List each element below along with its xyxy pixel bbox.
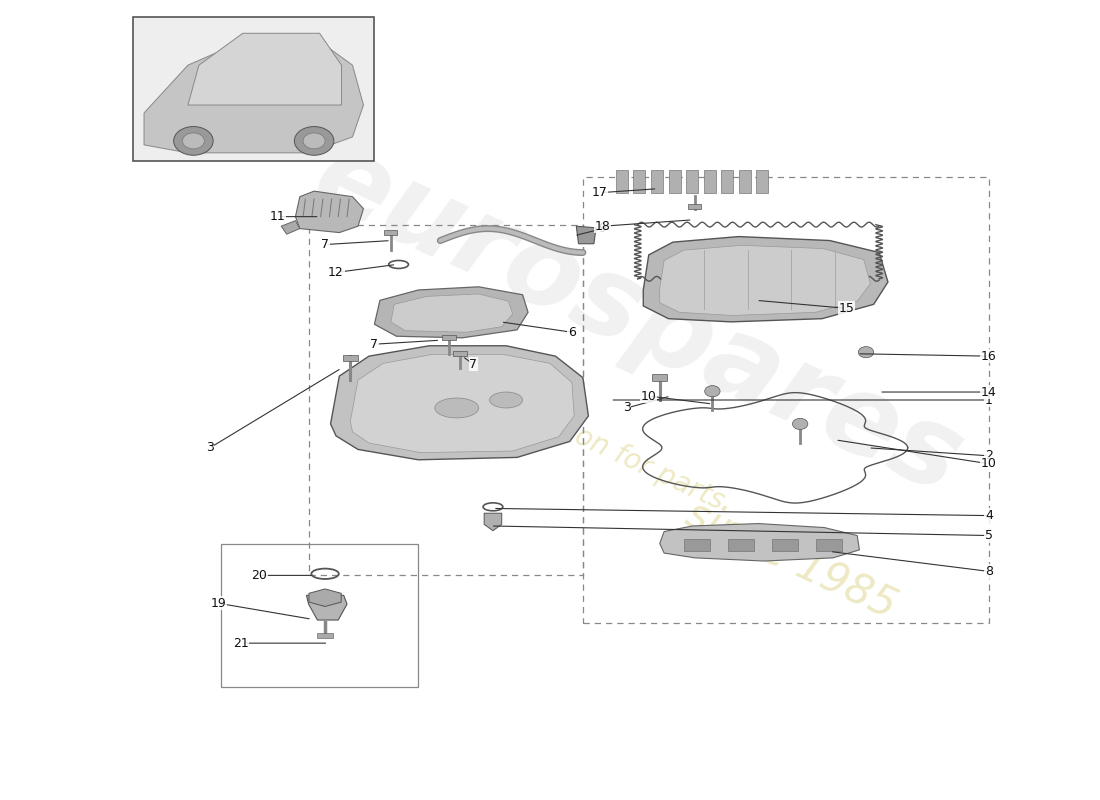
Bar (689, 204, 702, 209)
Bar (757, 170, 768, 193)
Text: 14: 14 (981, 386, 997, 398)
Circle shape (304, 133, 326, 149)
Text: a passion for parts: a passion for parts (482, 380, 728, 515)
Bar (342, 354, 358, 361)
Bar (318, 633, 332, 638)
Text: 6: 6 (568, 326, 576, 338)
Text: since 1985: since 1985 (680, 492, 903, 626)
Polygon shape (331, 346, 588, 460)
Bar (384, 230, 397, 235)
Polygon shape (188, 34, 341, 105)
Text: 2: 2 (984, 450, 993, 462)
Polygon shape (350, 354, 574, 453)
Text: 20: 20 (251, 569, 267, 582)
Bar (669, 170, 681, 193)
Ellipse shape (434, 398, 478, 418)
Text: 15: 15 (838, 302, 855, 315)
Circle shape (183, 133, 205, 149)
Bar (728, 538, 755, 551)
Polygon shape (374, 286, 528, 338)
Bar (634, 170, 646, 193)
Polygon shape (144, 42, 363, 153)
Text: 1: 1 (984, 394, 993, 406)
Text: 21: 21 (233, 637, 249, 650)
Text: 9: 9 (598, 222, 606, 235)
Polygon shape (390, 294, 513, 332)
Polygon shape (484, 514, 502, 530)
Polygon shape (660, 246, 870, 315)
Bar (133, 18, 374, 161)
Bar (221, 543, 418, 687)
Polygon shape (309, 589, 341, 606)
Bar (815, 538, 842, 551)
Bar (309, 225, 583, 575)
Polygon shape (307, 595, 346, 620)
Circle shape (858, 346, 873, 358)
Text: 7: 7 (371, 338, 378, 350)
Text: 8: 8 (984, 565, 993, 578)
Bar (684, 538, 711, 551)
Bar (704, 170, 716, 193)
Polygon shape (576, 226, 596, 244)
Polygon shape (644, 237, 888, 322)
Polygon shape (282, 221, 300, 234)
Text: 12: 12 (328, 266, 344, 279)
Circle shape (705, 386, 720, 397)
Circle shape (792, 418, 807, 430)
Text: 10: 10 (981, 458, 997, 470)
Polygon shape (296, 191, 363, 233)
Text: 7: 7 (470, 358, 477, 370)
Bar (771, 538, 797, 551)
Bar (739, 170, 751, 193)
Bar (453, 351, 466, 356)
Circle shape (174, 126, 213, 155)
Bar (652, 374, 668, 381)
Text: 4: 4 (984, 509, 993, 522)
Text: 3: 3 (623, 402, 630, 414)
Polygon shape (660, 523, 859, 561)
Text: 19: 19 (211, 597, 227, 610)
Circle shape (295, 126, 333, 155)
Text: 18: 18 (595, 220, 610, 233)
Bar (722, 170, 734, 193)
Text: 10: 10 (641, 390, 657, 402)
Text: 5: 5 (984, 529, 993, 542)
Text: 17: 17 (592, 186, 607, 199)
Bar (616, 170, 628, 193)
Text: 3: 3 (206, 442, 213, 454)
Bar (442, 335, 455, 340)
Bar (651, 170, 663, 193)
Text: eurospares: eurospares (297, 123, 979, 518)
Text: 11: 11 (270, 210, 286, 223)
Text: 16: 16 (981, 350, 997, 362)
Bar (583, 177, 989, 623)
Bar (686, 170, 698, 193)
Ellipse shape (490, 392, 522, 408)
Text: 7: 7 (321, 238, 329, 251)
